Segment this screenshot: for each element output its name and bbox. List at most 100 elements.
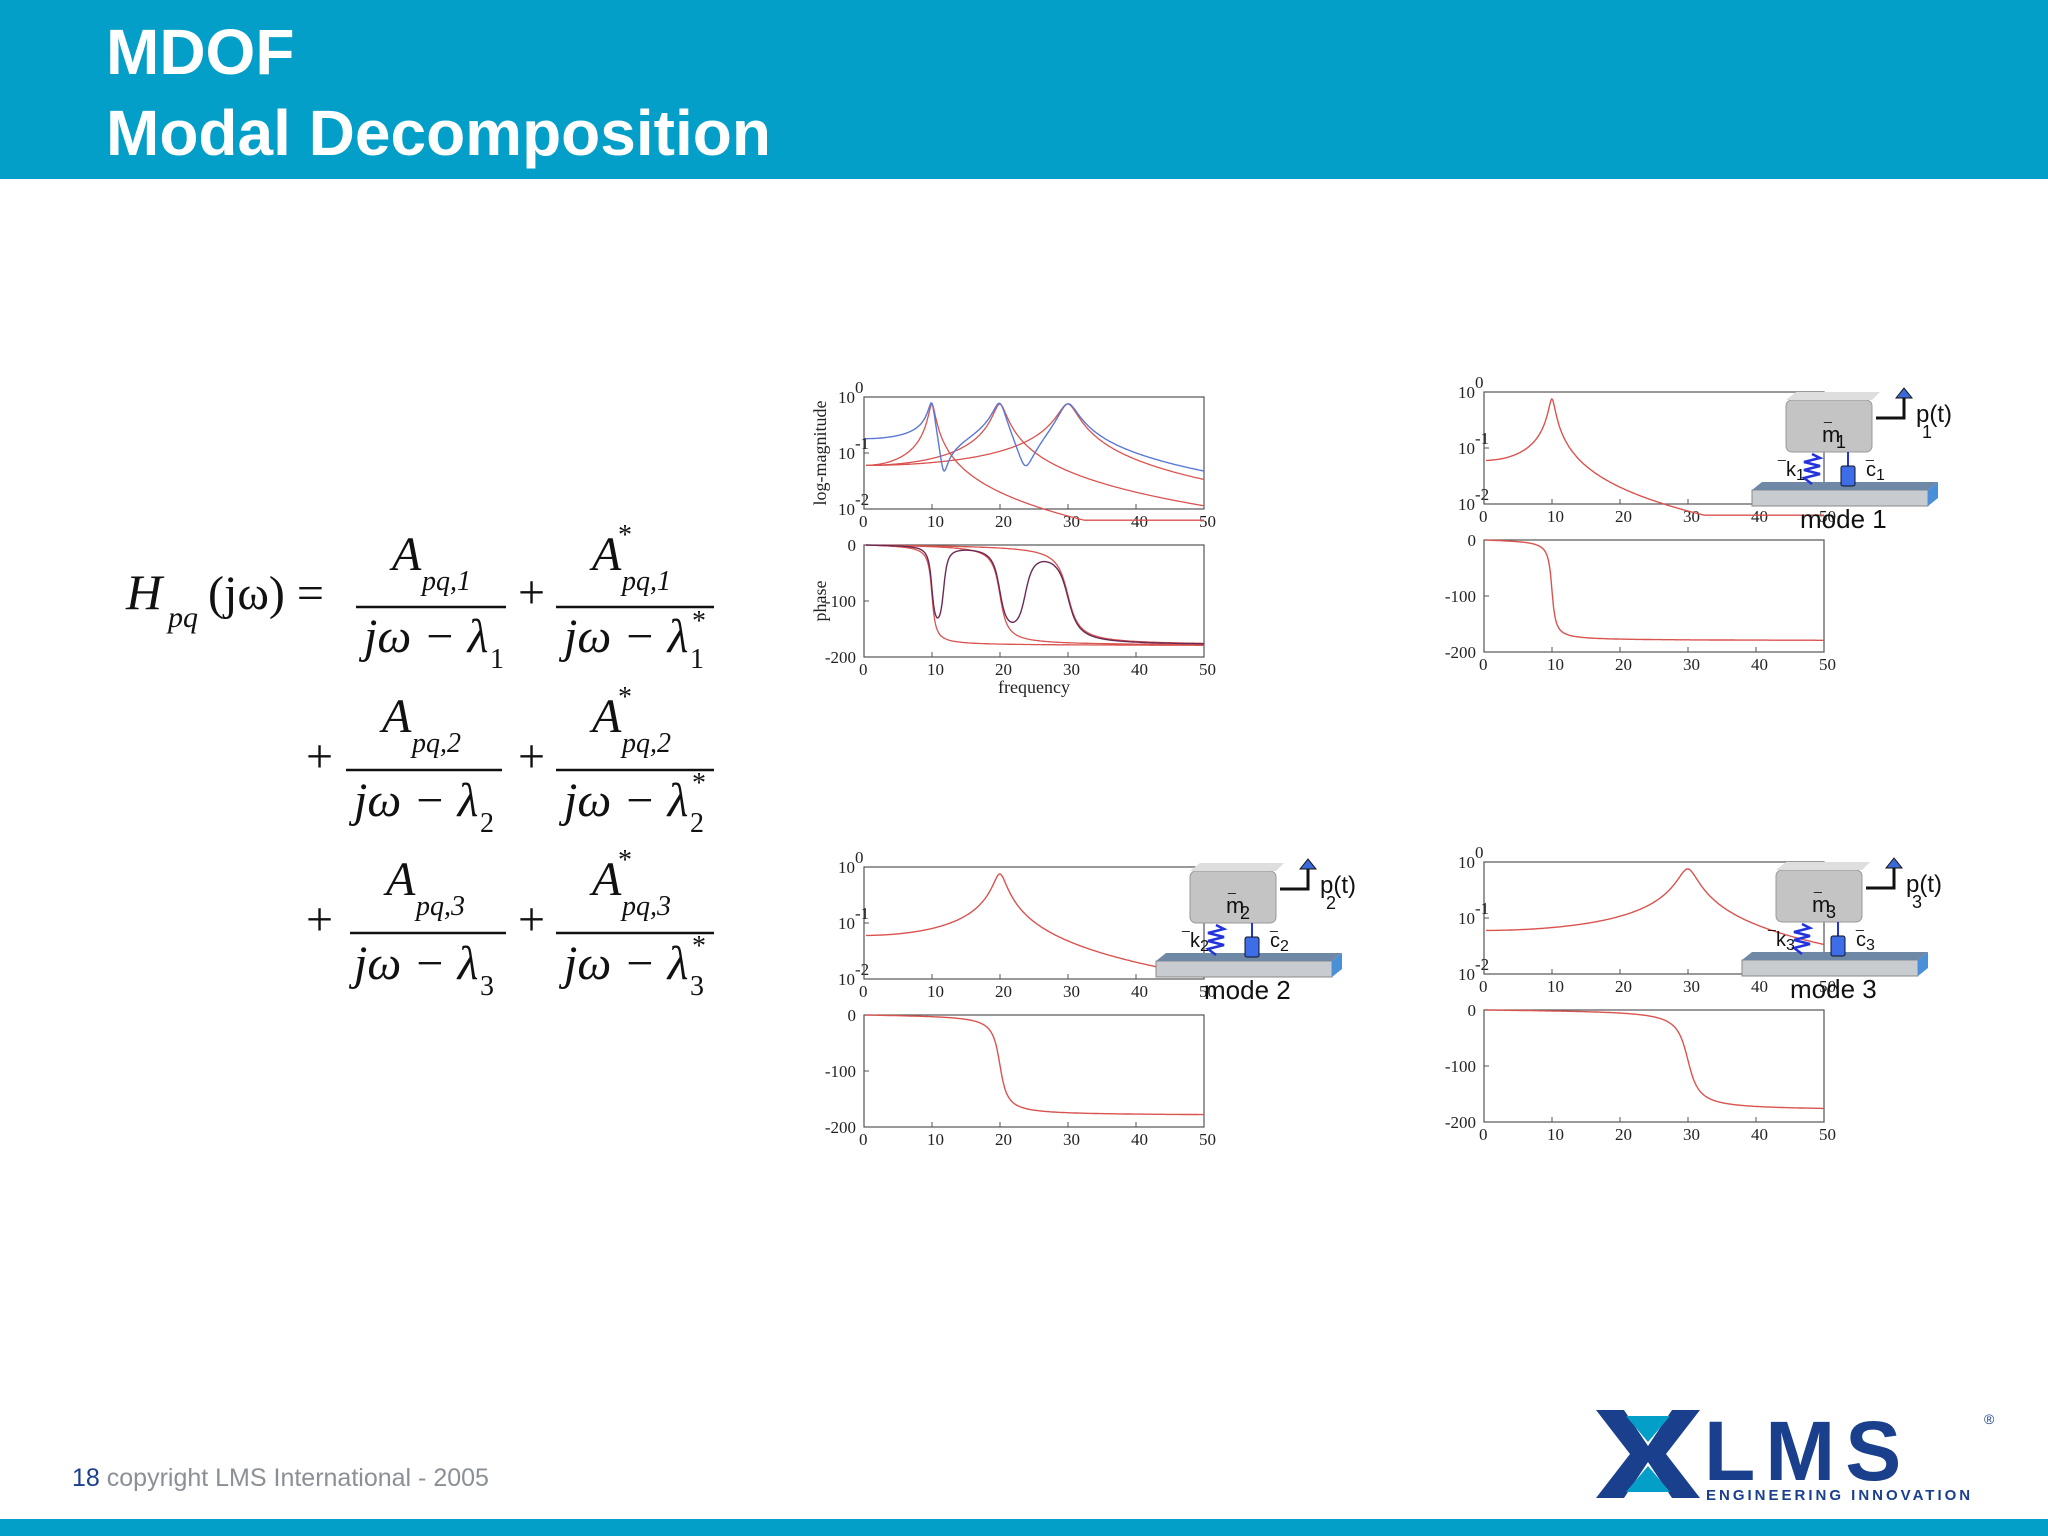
y-axis-label-magnitude: log-magnitude — [810, 401, 830, 506]
spring-bar: _ — [1777, 445, 1786, 461]
x-tick-label: 30 — [1683, 977, 1700, 996]
term-1: A pq,1 jω − λ 1 — [356, 528, 506, 675]
term-denominator-sub: 2 — [480, 808, 494, 839]
term-denominator-sub: 2 — [690, 808, 704, 839]
x-tick-label: 30 — [1683, 1125, 1700, 1144]
x-tick-label: 30 — [1063, 982, 1080, 1001]
term-denominator: jω − λ — [558, 610, 688, 663]
mass-bar: _ — [1227, 878, 1236, 894]
term-3-conjugate: A * pq,3 jω − λ * 3 — [556, 845, 714, 1002]
term-3: A pq,3 jω − λ 3 — [348, 853, 506, 1002]
y-tick-label: -200 — [1445, 643, 1476, 662]
damper-index: 3 — [1866, 937, 1875, 954]
y-tick-exponent: -1 — [855, 904, 869, 923]
series-mode-3-phase — [866, 544, 1204, 645]
term-denominator: jω − λ — [558, 774, 688, 827]
y-tick-label: 10 — [1458, 383, 1475, 402]
damper-bar: _ — [1269, 916, 1278, 932]
x-tick-label: 0 — [859, 660, 868, 679]
series-sum-phase — [865, 544, 1204, 645]
y-tick-label: 10 — [838, 444, 855, 463]
y-tick-label: -200 — [825, 1118, 856, 1137]
x-tick-label: 10 — [927, 1130, 944, 1149]
term-star: * — [618, 682, 632, 713]
x-tick-label: 40 — [1131, 660, 1148, 679]
spring-index: 1 — [1796, 467, 1805, 484]
term-numerator-sub: pq,1 — [420, 566, 471, 597]
term-star: * — [692, 931, 706, 962]
x-tick-label: 0 — [1479, 977, 1488, 996]
spring-label: k — [1786, 459, 1797, 481]
slide-title-line1: MDOF — [106, 16, 295, 88]
modal-decomposition-formula: H pq (jω) = + A pq,1 jω − λ 1 A * pq,1 j… — [125, 520, 714, 1002]
x-tick-label: 40 — [1131, 1130, 1148, 1149]
mode-label: mode 1 — [1800, 504, 1887, 534]
x-tick-label: 40 — [1751, 507, 1768, 526]
term-1-conjugate: A * pq,1 jω − λ * 1 — [556, 520, 714, 675]
mass-top — [1776, 862, 1870, 870]
y-tick-exponent: -2 — [1475, 955, 1489, 974]
formula-plus: + — [306, 730, 333, 783]
x-tick-label: 30 — [1063, 1130, 1080, 1149]
y-tick-label: 0 — [848, 1006, 857, 1025]
damper-label: c — [1866, 459, 1876, 481]
y-tick-exponent: -1 — [855, 434, 869, 453]
damper-icon — [1830, 935, 1846, 957]
y-tick-exponent: -2 — [855, 960, 869, 979]
formula-lhs-h: H — [125, 564, 165, 620]
mass-index: 3 — [1826, 902, 1836, 922]
lms-logo: LMS ® ENGINEERING INNOVATION — [1596, 1404, 1995, 1502]
logo-wordmark: LMS — [1704, 1404, 1911, 1498]
x-tick-label: 20 — [1615, 977, 1632, 996]
x-tick-label: 10 — [927, 512, 944, 531]
slide-footer: 18 copyright LMS International - 2005 — [72, 1464, 489, 1493]
force-index: 2 — [1326, 893, 1336, 913]
mass-bar: _ — [1813, 877, 1822, 893]
x-tick-label: 40 — [1751, 1125, 1768, 1144]
y-tick-label: 0 — [1468, 531, 1477, 550]
y-tick-label: 10 — [838, 858, 855, 877]
formula-lhs-arg: (jω) = — [208, 567, 324, 620]
x-tick-label: 20 — [995, 1130, 1012, 1149]
series-mode-magnitude — [1486, 397, 1824, 516]
x-tick-label: 10 — [927, 660, 944, 679]
spring-index: 2 — [1200, 938, 1209, 955]
series-mode-magnitude — [1486, 868, 1825, 946]
spring-icon — [1801, 452, 1824, 485]
formula-lhs-sub: pq — [166, 601, 198, 634]
y-tick-label: 0 — [1468, 1001, 1477, 1020]
y-tick-label: -200 — [825, 648, 856, 667]
x-tick-label: 50 — [1199, 660, 1216, 679]
y-tick-label: 10 — [1458, 853, 1475, 872]
x-tick-label: 30 — [1063, 512, 1080, 531]
x-tick-label: 20 — [1615, 507, 1632, 526]
logo-registered-mark: ® — [1984, 1411, 1995, 1427]
y-tick-exponent: -2 — [1475, 485, 1489, 504]
series-mode-2-magnitude — [866, 403, 1205, 507]
x-tick-label: 10 — [1547, 507, 1564, 526]
mode-curves — [1486, 397, 1824, 641]
term-star: * — [618, 520, 632, 551]
mode-label: mode 3 — [1790, 974, 1877, 1004]
term-2-conjugate: A * pq,2 jω − λ * 2 — [556, 682, 714, 839]
term-numerator: A — [589, 528, 622, 581]
y-tick-exponent: 0 — [1475, 843, 1484, 862]
y-tick-label: -100 — [1445, 1057, 1476, 1076]
phase-axes-box — [1483, 539, 1825, 653]
x-tick-label: 30 — [1683, 507, 1700, 526]
lms-logo-mark-icon — [1596, 1410, 1700, 1498]
formula-plus: + — [306, 893, 333, 946]
mass-bar: _ — [1823, 407, 1832, 423]
term-denominator: jω − λ — [348, 937, 478, 990]
series-mode-phase — [1486, 1009, 1824, 1110]
term-numerator-sub: pq,2 — [620, 728, 671, 759]
formula-plus: + — [518, 566, 545, 619]
force-index: 1 — [1922, 422, 1932, 442]
term-denominator-sub: 1 — [690, 644, 704, 675]
y-tick-label: 10 — [1458, 965, 1475, 984]
